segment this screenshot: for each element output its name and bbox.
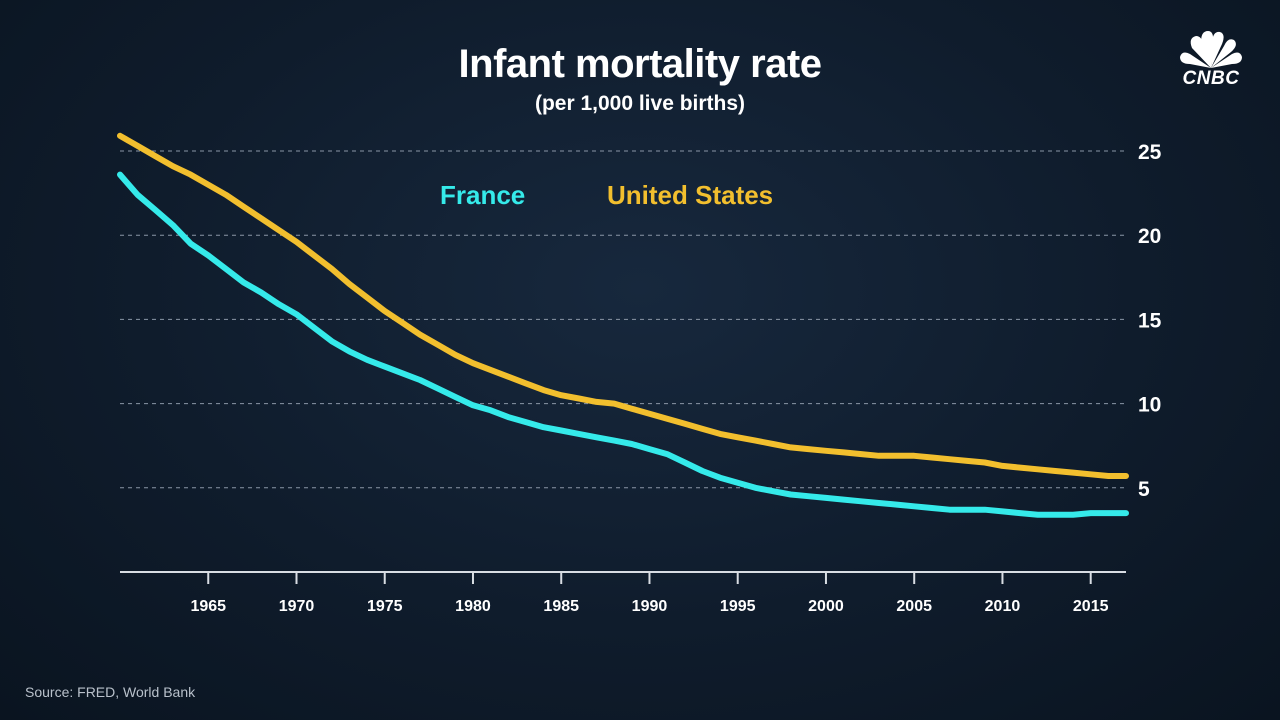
x-axis [120, 571, 1126, 584]
y-tick-label-10: 10 [1138, 394, 1161, 417]
y-tick-labels: 5 10 15 20 25 [1138, 141, 1162, 501]
chart-title: Infant mortality rate [458, 42, 822, 86]
x-tick-label-1965: 1965 [190, 598, 226, 615]
legend-united-states: United States [607, 180, 774, 210]
source-note: Source: FRED, World Bank [25, 684, 196, 700]
x-tick-labels: 1965 1970 1975 1980 1985 1990 1995 2000 2005 2010… [190, 598, 1108, 615]
series-lines [117, 132, 1129, 518]
cnbc-logo-text: CNBC [1182, 68, 1240, 89]
y-tick-label-5: 5 [1138, 478, 1150, 501]
x-tick-label-1980: 1980 [455, 598, 491, 615]
grid-lines [120, 150, 1126, 489]
x-tick-label-1995: 1995 [720, 598, 756, 615]
series-line-france [117, 171, 1129, 518]
x-tick-label-1970: 1970 [279, 598, 315, 615]
legend-france: France [440, 180, 526, 210]
x-tick-label-1985: 1985 [543, 598, 579, 615]
x-tick-label-1990: 1990 [632, 598, 668, 615]
x-tick-label-2000: 2000 [808, 598, 844, 615]
peacock-logo-icon [1180, 31, 1242, 69]
y-tick-label-15: 15 [1138, 309, 1162, 332]
x-tick-label-2015: 2015 [1073, 598, 1109, 615]
y-tick-label-25: 25 [1138, 141, 1162, 164]
x-tick-label-2010: 2010 [985, 598, 1021, 615]
chart-subtitle: (per 1,000 live births) [534, 92, 746, 115]
x-tick-label-2005: 2005 [896, 598, 932, 615]
y-tick-label-20: 20 [1138, 225, 1161, 248]
series-line-united-states [117, 132, 1129, 479]
x-tick-label-1975: 1975 [367, 598, 403, 615]
